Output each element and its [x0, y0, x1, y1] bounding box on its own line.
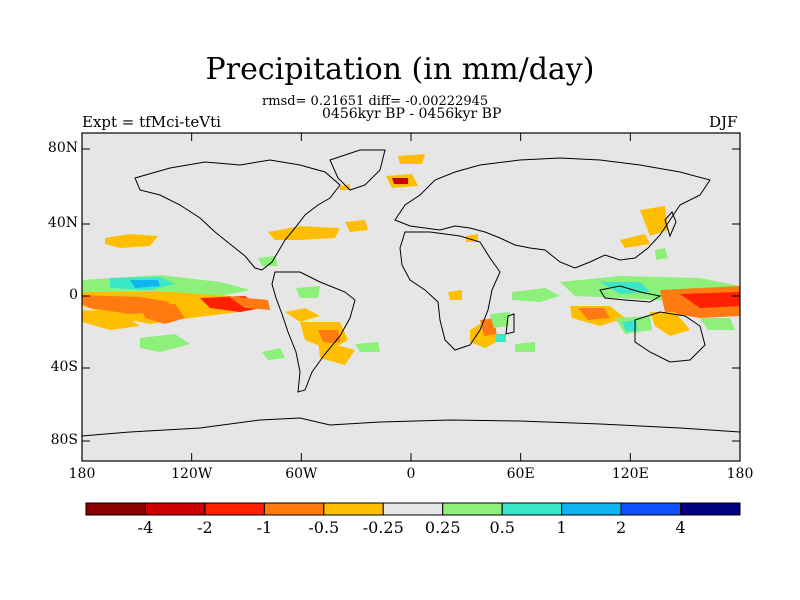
colorbar-swatch — [680, 502, 741, 516]
x-tick-label: 0 — [406, 466, 416, 482]
anomaly-blob — [398, 154, 425, 164]
x-tick-label: 120W — [171, 466, 213, 482]
x-tick-label: 60W — [285, 466, 318, 482]
anomaly-blob — [700, 318, 735, 330]
map-title: Precipitation (in mm/day) — [205, 52, 595, 87]
coastline-greenland — [329, 149, 386, 191]
colorbar-label: 0.25 — [424, 518, 461, 537]
anomaly-blob — [490, 312, 510, 328]
colorbar-label: -4 — [137, 518, 154, 537]
coastline-africa — [399, 231, 501, 351]
colorbar-swatch — [442, 502, 503, 516]
anomaly-blob — [392, 178, 408, 184]
x-tick-label: 180 — [68, 466, 96, 482]
anomaly-blob — [650, 312, 690, 336]
colorbar-swatch — [382, 502, 444, 516]
experiment-label: Expt = tfMci-teVti — [82, 113, 221, 131]
anomaly-blob — [355, 342, 380, 352]
anomaly-blob — [640, 206, 668, 236]
colorbar-label: 0.5 — [489, 518, 515, 537]
anomaly-blob — [496, 334, 506, 342]
colorbar-swatch — [501, 502, 563, 516]
colorbar-label: -0.25 — [362, 518, 404, 537]
period-line: 0456kyr BP - 0456kyr BP — [322, 106, 502, 122]
anomaly-blob — [520, 346, 532, 352]
anomaly-blob — [140, 304, 185, 324]
anomaly-blob — [262, 348, 285, 360]
anomaly-blob — [285, 308, 320, 322]
colorbar-swatch — [144, 502, 206, 516]
coastline-eurasia — [394, 157, 711, 269]
colorbar-label: 4 — [675, 518, 686, 537]
anomaly-blob — [130, 280, 160, 288]
colorbar — [85, 502, 741, 516]
coastline-australia — [634, 311, 706, 363]
anomaly-blob — [296, 286, 320, 298]
y-tick-label: 0 — [69, 287, 78, 303]
colorbar-swatch — [263, 502, 325, 516]
y-tick-label: 40S — [50, 359, 78, 375]
anomaly-blob — [512, 288, 560, 302]
anomaly-blob — [318, 340, 355, 365]
coastline-south-america — [271, 271, 356, 393]
colorbar-label: 2 — [615, 518, 627, 537]
anomaly-blob — [655, 248, 668, 260]
stats-line: rmsd= 0.21651 diff= -0.00222945 — [262, 94, 489, 109]
y-tick-label: 40N — [47, 215, 78, 231]
colorbar-swatch — [323, 502, 384, 516]
anomaly-blob — [578, 308, 610, 320]
anomaly-blob — [228, 296, 270, 310]
anomaly-blob — [318, 330, 340, 344]
coastline-antarctica — [81, 417, 741, 437]
anomaly-blob — [340, 184, 350, 190]
anomaly-blob — [105, 234, 158, 248]
colorbar-swatch — [204, 502, 265, 516]
colorbar-label: -1 — [256, 518, 273, 537]
anomaly-blob — [480, 318, 496, 336]
y-axis-ticks — [82, 148, 740, 442]
coastline-north-america — [134, 159, 341, 271]
x-axis-ticks — [81, 133, 741, 461]
anomaly-blob — [82, 310, 140, 330]
anomaly-blob — [258, 256, 278, 266]
season-label: DJF — [709, 113, 738, 131]
y-tick-label: 80S — [50, 432, 78, 448]
colorbar-label: -0.5 — [308, 518, 340, 537]
x-tick-label: 60E — [506, 466, 535, 482]
anomaly-field — [82, 154, 740, 365]
anomaly-blob — [140, 334, 190, 352]
coastline-maritime — [599, 285, 662, 303]
coastline-madagascar — [505, 313, 515, 335]
colorbar-swatch — [561, 502, 622, 516]
anomaly-blob — [622, 320, 638, 332]
colorbar-label: 1 — [556, 518, 567, 537]
coastlines — [81, 149, 741, 437]
anomaly-blob — [620, 234, 650, 248]
y-tick-label: 80N — [47, 140, 78, 156]
anomaly-blob — [345, 220, 368, 232]
colorbar-swatch — [620, 502, 682, 516]
x-tick-label: 180 — [726, 466, 754, 482]
colorbar-swatch — [85, 502, 146, 516]
colorbar-label: -2 — [197, 518, 213, 537]
anomaly-blob — [680, 292, 740, 308]
coastline-japan — [664, 211, 677, 238]
anomaly-blob — [448, 290, 462, 300]
x-tick-label: 120E — [611, 466, 649, 482]
anomaly-blob — [268, 226, 340, 240]
